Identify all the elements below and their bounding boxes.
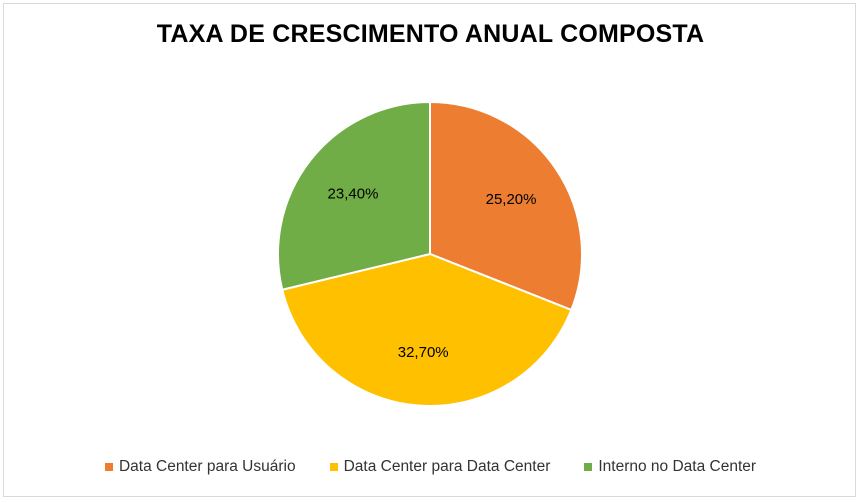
legend-item-2: Data Center para Data Center	[329, 458, 551, 476]
pie-slice-3	[277, 100, 431, 291]
chart-title: TAXA DE CRESCIMENTO ANUAL COMPOSTA	[156, 20, 705, 48]
legend-item-1: Data Center para Usuário	[104, 458, 296, 476]
legend-item-3: Interno no Data Center	[584, 458, 756, 476]
data-label-1: 25,20%	[486, 191, 537, 208]
legend-swatch	[104, 463, 113, 471]
data-label-2: 32,70%	[398, 344, 449, 361]
pie-slice-1	[429, 100, 583, 312]
legend: Data Center para Usuário Data Center para…	[0, 458, 861, 476]
data-label-3: 23,40%	[328, 185, 379, 202]
legend-label: Data Center para Data Center	[343, 458, 551, 475]
pie-slice-2	[281, 252, 573, 407]
legend-label: Data Center para Usuário	[118, 458, 296, 475]
legend-swatch	[329, 463, 338, 471]
legend-label: Interno no Data Center	[598, 458, 757, 475]
legend-swatch	[584, 463, 593, 471]
